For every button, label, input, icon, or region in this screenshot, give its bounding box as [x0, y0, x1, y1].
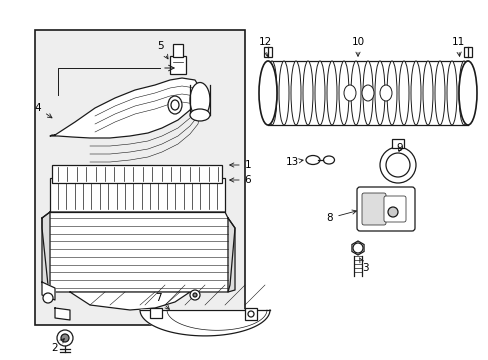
- Ellipse shape: [168, 96, 182, 114]
- Circle shape: [193, 293, 197, 297]
- Text: 13: 13: [285, 157, 303, 167]
- Text: 1: 1: [229, 160, 251, 170]
- Polygon shape: [42, 212, 50, 292]
- Ellipse shape: [279, 61, 288, 125]
- Polygon shape: [267, 61, 467, 125]
- Text: 3: 3: [359, 258, 367, 273]
- Ellipse shape: [398, 61, 408, 125]
- Ellipse shape: [171, 100, 179, 110]
- Circle shape: [57, 330, 73, 346]
- Ellipse shape: [361, 85, 373, 101]
- Circle shape: [190, 290, 200, 300]
- Text: 10: 10: [351, 37, 364, 56]
- Circle shape: [385, 153, 409, 177]
- Text: 8: 8: [326, 210, 356, 223]
- Ellipse shape: [338, 61, 348, 125]
- FancyBboxPatch shape: [383, 196, 405, 222]
- Ellipse shape: [190, 109, 209, 121]
- Ellipse shape: [303, 61, 312, 125]
- Circle shape: [43, 293, 53, 303]
- Bar: [244, 308, 257, 320]
- Polygon shape: [42, 212, 235, 292]
- Text: 4: 4: [35, 103, 52, 118]
- Ellipse shape: [305, 156, 319, 165]
- Circle shape: [352, 243, 362, 253]
- Ellipse shape: [379, 85, 391, 101]
- Text: 12: 12: [258, 37, 271, 57]
- Ellipse shape: [326, 61, 336, 125]
- Circle shape: [387, 207, 397, 217]
- Ellipse shape: [386, 61, 396, 125]
- Bar: [173, 44, 183, 57]
- Ellipse shape: [290, 61, 301, 125]
- Ellipse shape: [259, 61, 276, 125]
- FancyBboxPatch shape: [361, 193, 385, 225]
- Circle shape: [247, 311, 253, 317]
- Polygon shape: [70, 292, 190, 310]
- Text: 11: 11: [450, 37, 464, 56]
- Text: 5: 5: [156, 41, 168, 59]
- Polygon shape: [140, 310, 269, 336]
- Ellipse shape: [362, 61, 372, 125]
- Ellipse shape: [458, 61, 468, 125]
- Bar: [463, 47, 471, 57]
- Polygon shape: [42, 282, 55, 300]
- Text: 6: 6: [229, 175, 251, 185]
- Bar: [264, 47, 271, 57]
- Polygon shape: [50, 78, 200, 138]
- Ellipse shape: [343, 85, 355, 101]
- Circle shape: [61, 334, 69, 342]
- Ellipse shape: [314, 61, 325, 125]
- Polygon shape: [55, 308, 70, 320]
- Text: 9: 9: [396, 143, 403, 153]
- Ellipse shape: [446, 61, 456, 125]
- Polygon shape: [227, 218, 235, 292]
- Bar: [170, 56, 185, 74]
- Ellipse shape: [410, 61, 420, 125]
- Ellipse shape: [434, 61, 444, 125]
- Ellipse shape: [458, 61, 476, 125]
- Ellipse shape: [323, 156, 334, 164]
- Bar: [35, 30, 244, 325]
- Ellipse shape: [422, 61, 432, 125]
- Ellipse shape: [190, 82, 209, 117]
- Text: 2: 2: [52, 339, 64, 353]
- Bar: [391, 139, 403, 148]
- Ellipse shape: [350, 61, 360, 125]
- Circle shape: [379, 147, 415, 183]
- Bar: [150, 308, 162, 318]
- Ellipse shape: [266, 61, 276, 125]
- Text: 7: 7: [154, 293, 169, 309]
- Ellipse shape: [374, 61, 384, 125]
- Bar: [50, 178, 224, 212]
- FancyBboxPatch shape: [356, 187, 414, 231]
- Bar: [52, 165, 222, 183]
